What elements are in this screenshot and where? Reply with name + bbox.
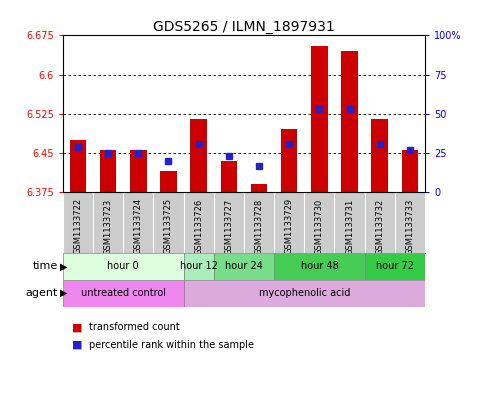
Bar xyxy=(341,51,358,192)
Bar xyxy=(274,253,365,280)
Bar xyxy=(402,151,418,192)
Bar xyxy=(365,253,425,280)
Bar xyxy=(190,119,207,192)
Text: GSM1133732: GSM1133732 xyxy=(375,198,384,255)
Text: ▶: ▶ xyxy=(60,261,68,272)
Text: GSM1133729: GSM1133729 xyxy=(284,198,294,254)
Text: GSM1133722: GSM1133722 xyxy=(73,198,83,254)
Text: GSM1133726: GSM1133726 xyxy=(194,198,203,255)
Text: GSM1133725: GSM1133725 xyxy=(164,198,173,254)
Bar xyxy=(130,151,146,192)
Bar xyxy=(160,171,177,192)
Bar xyxy=(371,119,388,192)
Text: GSM1133731: GSM1133731 xyxy=(345,198,354,255)
Text: mycophenolic acid: mycophenolic acid xyxy=(258,288,350,298)
Bar xyxy=(63,253,184,280)
Text: GSM1133724: GSM1133724 xyxy=(134,198,143,254)
Bar xyxy=(184,280,425,307)
Text: time: time xyxy=(33,261,58,272)
Text: percentile rank within the sample: percentile rank within the sample xyxy=(89,340,255,350)
Bar xyxy=(100,151,116,192)
Bar xyxy=(251,184,267,192)
Text: hour 0: hour 0 xyxy=(107,261,139,272)
Bar xyxy=(213,253,274,280)
Text: GSM1133730: GSM1133730 xyxy=(315,198,324,255)
Text: ▶: ▶ xyxy=(60,288,68,298)
Text: transformed count: transformed count xyxy=(89,322,180,332)
Text: hour 48: hour 48 xyxy=(300,261,338,272)
Text: hour 12: hour 12 xyxy=(180,261,217,272)
Text: hour 72: hour 72 xyxy=(376,261,414,272)
Text: untreated control: untreated control xyxy=(81,288,166,298)
Text: GSM1133723: GSM1133723 xyxy=(103,198,113,255)
Bar xyxy=(184,253,213,280)
Bar xyxy=(63,280,184,307)
Bar xyxy=(281,129,298,192)
Text: ■: ■ xyxy=(72,340,83,350)
Bar xyxy=(221,161,237,192)
Text: GSM1133733: GSM1133733 xyxy=(405,198,414,255)
Bar xyxy=(311,46,327,192)
Text: GSM1133727: GSM1133727 xyxy=(224,198,233,255)
Text: GSM1133728: GSM1133728 xyxy=(255,198,264,255)
Text: agent: agent xyxy=(26,288,58,298)
Bar xyxy=(70,140,86,192)
Text: hour 24: hour 24 xyxy=(225,261,263,272)
Text: ■: ■ xyxy=(72,322,83,332)
Title: GDS5265 / ILMN_1897931: GDS5265 / ILMN_1897931 xyxy=(153,20,335,34)
